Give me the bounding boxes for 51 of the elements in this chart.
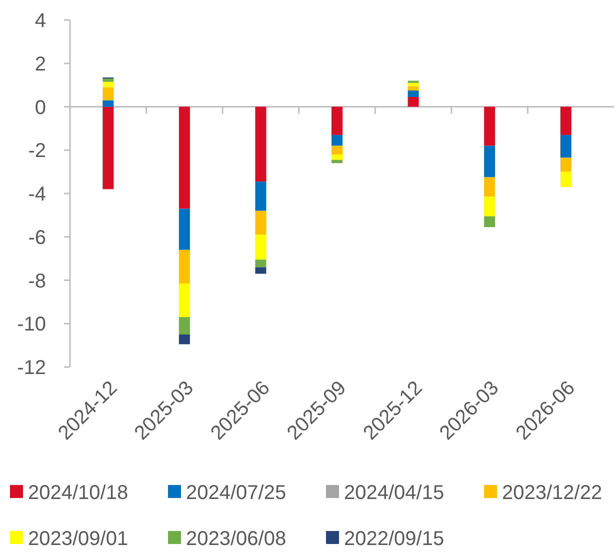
bar xyxy=(560,134,572,158)
legend-label: 2023/12/22 xyxy=(502,482,602,504)
y-tick-label: 2 xyxy=(34,53,46,76)
bar xyxy=(484,216,496,228)
bar xyxy=(102,82,114,88)
y-tick-label: -12 xyxy=(17,357,46,379)
bar xyxy=(484,106,496,146)
y-tick-label: 0 xyxy=(34,96,46,119)
bar xyxy=(255,106,266,182)
legend-label: 2024/10/18 xyxy=(28,482,128,504)
bar xyxy=(408,90,419,97)
bar xyxy=(332,106,342,135)
legend-label: 2023/09/01 xyxy=(28,528,128,550)
bar xyxy=(560,158,572,172)
bar xyxy=(102,100,114,107)
y-tick-label: -4 xyxy=(28,184,46,206)
bar xyxy=(102,106,114,190)
y-tick-label: 4 xyxy=(34,10,46,32)
bar xyxy=(408,82,419,86)
bar xyxy=(178,208,190,250)
legend-label: 2024/04/15 xyxy=(344,482,444,504)
bar xyxy=(484,196,496,216)
bar xyxy=(332,160,342,164)
y-tick-label: -8 xyxy=(28,270,46,292)
y-tick-label: -10 xyxy=(17,314,46,336)
bar xyxy=(255,267,266,274)
bar xyxy=(332,154,342,160)
bar xyxy=(255,182,266,211)
bar xyxy=(408,86,419,90)
bar xyxy=(102,87,114,100)
bar xyxy=(178,250,190,284)
bar xyxy=(332,146,342,154)
bar xyxy=(484,177,496,197)
bar xyxy=(178,106,190,209)
legend-label: 2023/06/08 xyxy=(186,528,286,550)
legend-label: 2022/09/15 xyxy=(344,528,444,550)
bar xyxy=(255,210,266,235)
y-tick-label: -6 xyxy=(28,226,46,249)
bar xyxy=(178,334,190,344)
y-tick-label: -2 xyxy=(28,140,46,162)
bar xyxy=(560,106,572,135)
bar xyxy=(408,96,419,107)
bar xyxy=(178,317,190,334)
bar xyxy=(255,260,266,268)
bar xyxy=(560,172,572,187)
bar xyxy=(332,134,342,146)
legend-label: 2024/07/25 xyxy=(186,482,286,504)
bar xyxy=(255,234,266,260)
bar xyxy=(102,78,114,82)
bar xyxy=(484,146,496,178)
bar xyxy=(178,284,190,318)
